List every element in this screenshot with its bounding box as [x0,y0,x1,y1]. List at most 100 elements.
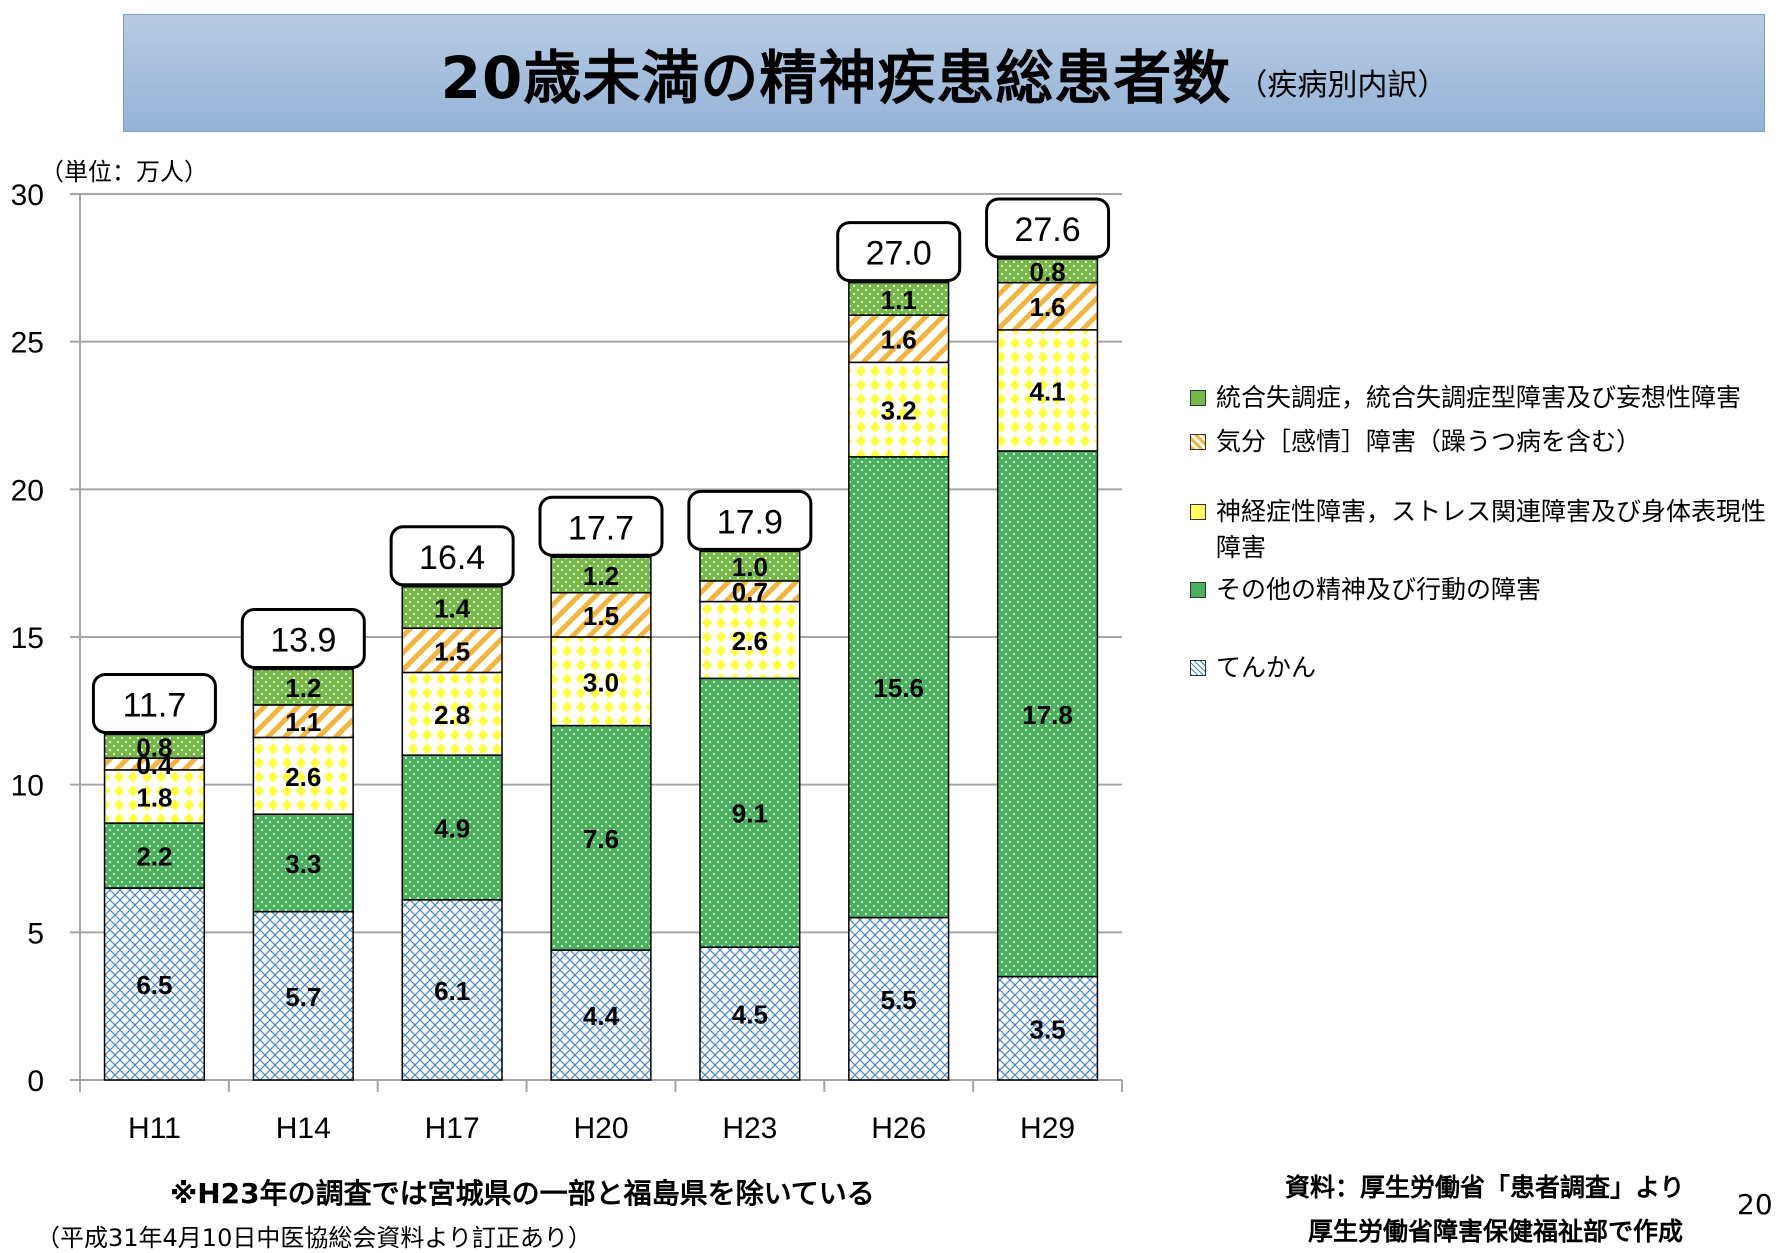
data-label: 1.2 [583,561,619,591]
x-tick-label: H20 [573,1112,628,1145]
legend-label: 統合失調症，統合失調症型障害及び妄想性障害 [1216,383,1742,412]
y-tick-label: 5 [27,917,44,950]
y-tick-label: 30 [11,179,44,212]
legend-swatch-epilepsy [1190,660,1206,676]
data-label: 6.5 [136,970,172,1000]
total-label: 16.4 [419,539,485,577]
data-label: 5.7 [285,982,321,1012]
total-box [389,525,515,587]
bar-segment-epilepsy [550,949,652,1081]
page-subtitle: （疾病別内訳） [1237,68,1448,103]
data-label: 1.5 [434,636,470,666]
title-banner: 20歳未満の精神疾患総患者数 （疾病別内訳） [123,14,1765,132]
data-label: 2.2 [136,842,172,872]
total-label: 27.6 [1014,211,1080,249]
bar-segment-neurotic [699,600,801,680]
y-tick-label: 10 [11,770,44,803]
bar-segment-epilepsy [401,899,503,1081]
legend-swatch-schizophrenia [1190,390,1206,406]
page-number: 20 [1737,1188,1773,1221]
bar-segment-other [996,450,1099,978]
bars [103,258,1099,1081]
legend-item-schizophrenia: 統合失調症，統合失調症型障害及び妄想性障害 [1190,380,1780,416]
legend: 統合失調症，統合失調症型障害及び妄想性障害 気分［感情］障害（躁うつ病を含む） … [1190,380,1780,686]
data-label: 3.2 [881,396,917,426]
data-label: 1.2 [285,673,321,703]
bar-segment-schizo [996,258,1099,284]
legend-label: てんかん [1216,653,1317,682]
data-label: 0.7 [732,577,768,607]
correction-note: （平成31年4月10日中医協総会資料より訂正あり） [36,1224,592,1252]
data-label: 4.4 [583,1001,620,1031]
data-label: 3.0 [583,667,619,697]
bar-segment-other [252,813,354,913]
bar-segment-epilepsy [252,910,354,1081]
x-tick-label: H11 [128,1112,181,1145]
total-label: 17.7 [568,509,634,547]
legend-label: 気分［感情］障害（躁うつ病を含む） [1216,427,1642,456]
data-label: 4.1 [1029,376,1065,406]
bar-segment-schizo [103,733,206,759]
total-label: 17.9 [717,503,783,541]
total-box [91,672,217,734]
data-label: 17.8 [1022,700,1073,730]
total-label: 11.7 [123,686,187,724]
bar-segment-epilepsy [699,946,801,1081]
data-label: 0.8 [136,732,172,762]
bar-segment-schizo [550,556,652,594]
y-tick-label: 15 [11,622,44,655]
legend-swatch-other [1190,582,1206,598]
total-box [240,607,366,669]
total-box [985,197,1111,259]
data-label: 15.6 [873,673,924,703]
survey-note: ※H23年の調査では宮城県の一部と福島県を除いている [170,1177,875,1210]
bar-segment-neurotic [103,769,206,824]
legend-swatch-mood [1190,434,1206,450]
total-box [836,221,962,283]
bar-segment-mood [401,627,503,674]
data-label: 9.1 [732,799,768,829]
data-label: 6.1 [434,976,470,1006]
bar-segment-mood [996,281,1099,331]
y-tick-label: 20 [11,474,44,507]
data-label: 1.4 [434,593,471,623]
bar-segment-schizo [401,586,503,629]
x-tick-label: H17 [425,1112,480,1145]
data-label: 2.6 [285,762,321,792]
data-label: 0.4 [136,750,173,780]
data-label: 3.5 [1029,1014,1065,1044]
unit-label: （単位：万人） [40,158,208,186]
data-label: 1.6 [881,325,917,355]
bar-segment-other [848,456,950,919]
total-box [538,495,664,557]
total-box [687,489,813,551]
bar-segment-other [699,677,801,948]
total-label: 27.0 [866,235,932,273]
bar-segment-other [401,754,503,901]
legend-swatch-neurotic [1190,504,1206,520]
legend-item-neurotic: 神経症性障害，ストレス関連障害及び身体表現性障害 [1190,494,1780,566]
bar-segment-schizo [252,668,354,706]
data-label: 1.1 [285,707,321,737]
legend-item-other: その他の精神及び行動の障害 [1190,572,1780,608]
legend-label: 神経症性障害，ストレス関連障害及び身体表現性障害 [1216,497,1767,562]
legend-item-epilepsy: てんかん [1190,650,1780,686]
data-label: 0.8 [1029,257,1065,287]
data-label: 1.6 [1029,292,1065,322]
source-line-1: 資料：厚生労働省「患者調査」より [1285,1173,1685,1202]
data-label: 2.8 [434,700,470,730]
bar-segment-epilepsy [996,975,1099,1081]
x-tick-label: H14 [276,1112,331,1145]
data-labels: 6.52.21.80.40.85.73.32.61.11.26.14.92.81… [136,257,1073,1045]
bar-segment-neurotic [401,671,503,756]
y-tick-label: 25 [11,327,44,360]
total-label: 13.9 [270,621,336,659]
data-label: 1.8 [136,782,172,812]
source-line-2: 厚生労働省障害保健福祉部で作成 [1308,1217,1684,1246]
data-label: 5.5 [881,985,917,1015]
x-tick-label: H29 [1020,1112,1075,1145]
data-label: 7.6 [583,824,619,854]
y-tick-label: 0 [27,1065,44,1098]
legend-item-mood: 気分［感情］障害（躁うつ病を含む） [1190,424,1780,460]
